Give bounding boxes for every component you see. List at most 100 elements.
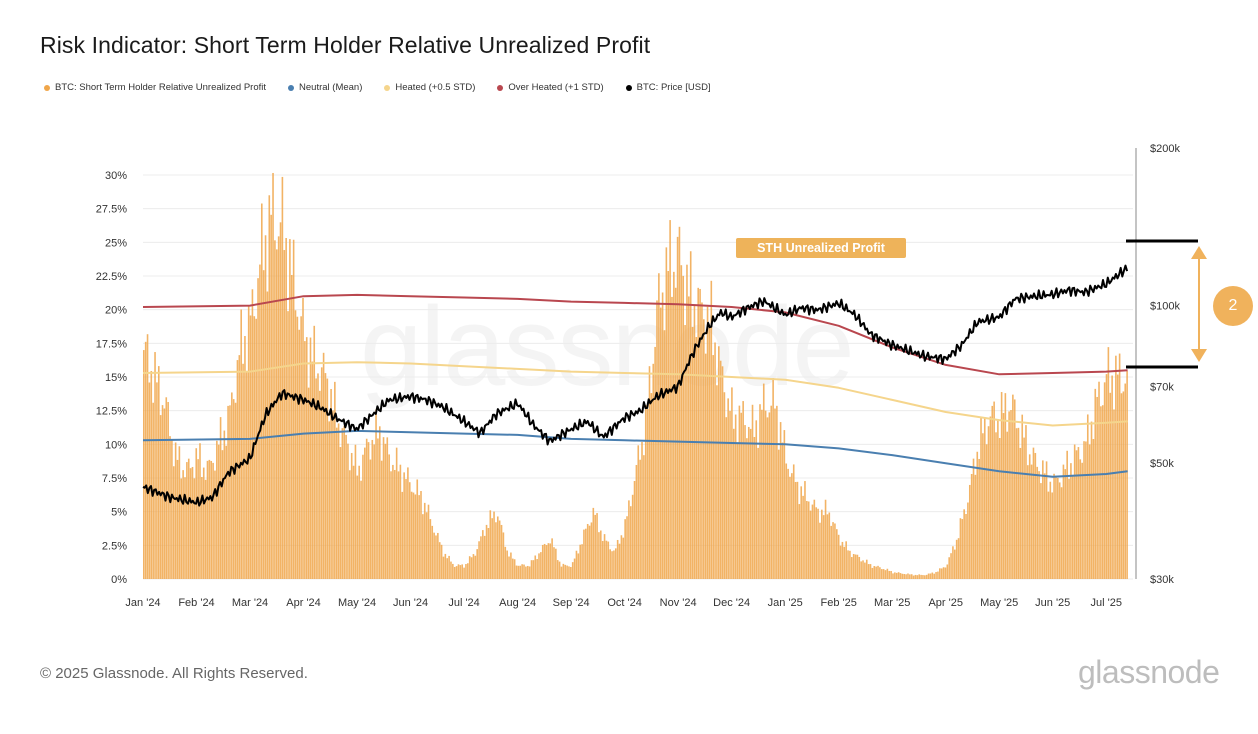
sth-bar [165, 397, 168, 579]
sth-bar [517, 565, 520, 579]
sth-bar [246, 370, 248, 579]
sth-bar [959, 518, 962, 579]
sth-bar [339, 447, 342, 579]
sth-bar [172, 466, 175, 579]
sth-bar [933, 573, 935, 579]
legend-item-sth[interactable]: BTC: Short Term Holder Relative Unrealiz… [44, 82, 266, 93]
sth-bar [219, 417, 222, 579]
sth-bar [455, 566, 458, 579]
sth-bar [408, 482, 411, 579]
x-tick-label: May '25 [980, 597, 1018, 609]
sth-bar [150, 370, 153, 579]
over-heated-line [142, 293, 1128, 376]
sth-bar [843, 546, 846, 579]
sth-bar [511, 558, 514, 579]
sth-bar [603, 534, 606, 579]
sth-bar [184, 477, 186, 579]
sth-bar [176, 459, 179, 579]
sth-bar [957, 538, 960, 579]
sth-bar [204, 479, 207, 579]
sth-bar [905, 574, 907, 579]
sth-bar [538, 553, 540, 579]
sth-bar [330, 388, 332, 579]
sth-bar [225, 445, 228, 579]
sth-bar [154, 352, 156, 579]
sth-bar [187, 458, 190, 579]
sth-bar [695, 337, 698, 579]
sth-bar [178, 446, 181, 579]
sth-bar [274, 240, 276, 579]
sth-bar [244, 336, 246, 579]
sth-bar [867, 564, 870, 579]
sth-bar [807, 501, 810, 579]
legend-item-neutral[interactable]: Neutral (Mean) [288, 82, 362, 93]
sth-bar [652, 363, 655, 579]
sth-bar [865, 559, 868, 579]
sth-bar [703, 319, 705, 579]
sth-bar [871, 567, 874, 579]
sth-bar [946, 564, 949, 579]
sth-bar [510, 552, 512, 579]
sth-bar [575, 550, 578, 579]
sth-bar [324, 373, 327, 579]
legend-dot-icon [288, 84, 295, 91]
sth-bar [1115, 355, 1117, 579]
sth-bar [1058, 482, 1061, 579]
sth-bar [1109, 392, 1112, 579]
sth-bar [1013, 399, 1016, 579]
sth-bar [416, 479, 419, 579]
sth-bar [440, 544, 443, 579]
sth-bar [1083, 441, 1085, 579]
sth-bar [568, 566, 570, 579]
sth-bar [991, 405, 994, 579]
sth-bar [1075, 450, 1078, 579]
sth-bar [305, 337, 308, 579]
sth-bar [212, 462, 214, 579]
sth-bar [180, 478, 183, 579]
legend-item-overheated[interactable]: Over Heated (+1 STD) [497, 82, 604, 93]
sth-bar [714, 342, 716, 579]
sth-bar [755, 420, 758, 579]
y-left-tick-label: 30% [105, 170, 127, 182]
sth-bar [337, 423, 340, 579]
sth-bar [1017, 427, 1020, 579]
sth-bar [747, 426, 750, 579]
sth-bar [916, 575, 919, 579]
legend-item-heated[interactable]: Heated (+0.5 STD) [384, 82, 475, 93]
sth-bar [995, 432, 997, 579]
sth-bar [504, 546, 507, 579]
sth-bar [935, 572, 937, 579]
sth-bar [485, 524, 488, 579]
sth-bar [489, 510, 492, 579]
sth-bar [556, 560, 559, 579]
sth-bar [289, 239, 291, 580]
sth-bar [1027, 465, 1029, 579]
sth-bar [939, 568, 941, 579]
sth-bar [427, 504, 430, 579]
legend-item-price[interactable]: BTC: Price [USD] [625, 82, 711, 93]
sth-bar [665, 247, 668, 579]
sth-bar [1094, 388, 1097, 579]
sth-bar [1021, 414, 1024, 579]
sth-bar [1010, 410, 1012, 579]
sth-bar [824, 499, 827, 579]
y-left-tick-label: 2.5% [102, 540, 127, 552]
sth-bar [869, 564, 872, 579]
sth-bar [1053, 473, 1055, 579]
sth-bar [1096, 396, 1098, 579]
sth-bar [564, 564, 567, 579]
sth-bar [174, 442, 177, 579]
sth-bar [968, 484, 971, 579]
x-tick-label: Jun '24 [393, 597, 428, 609]
sth-bar [888, 570, 891, 579]
sth-bar [515, 565, 518, 579]
sth-bar [721, 366, 724, 579]
sth-bar [806, 500, 808, 579]
sth-bar [253, 316, 256, 579]
btc-price-line [142, 264, 1129, 507]
sth-bar [828, 512, 831, 579]
sth-bar [369, 459, 372, 579]
sth-bar [925, 574, 928, 579]
annotation-badge: 2 [1213, 286, 1253, 326]
sth-bar [673, 271, 675, 579]
